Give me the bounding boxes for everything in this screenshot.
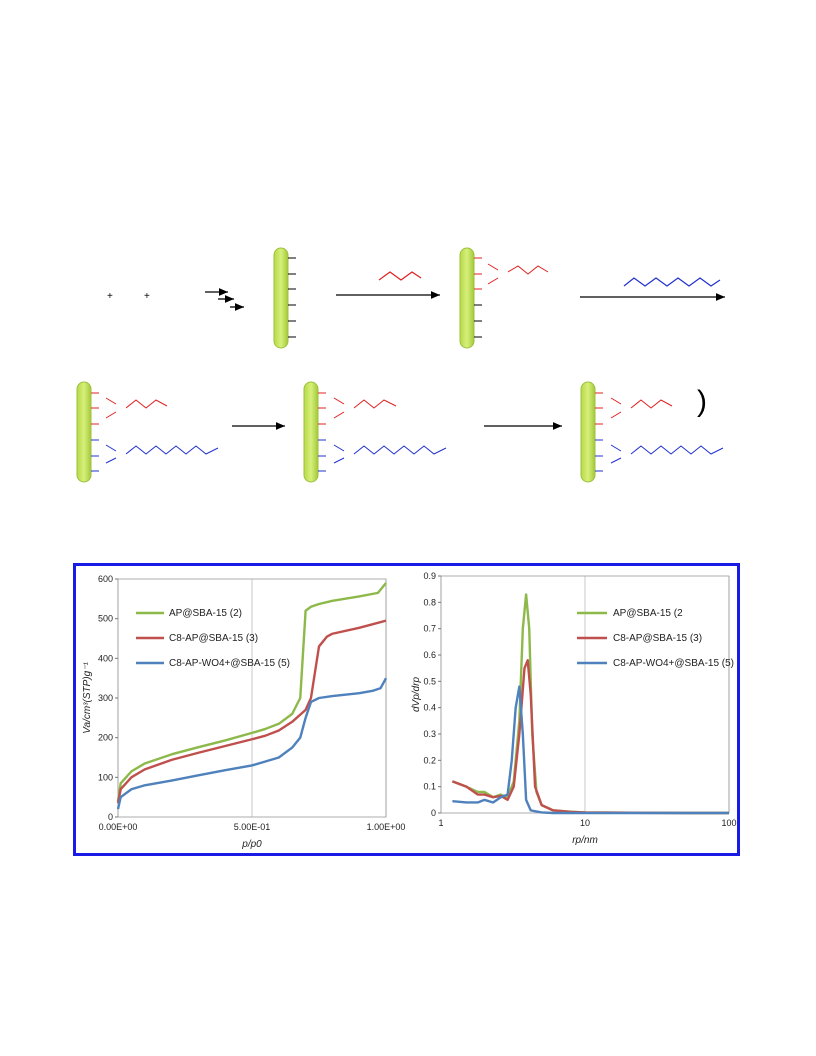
series-line: [451, 659, 729, 815]
x-tick-label: 0.00E+00: [99, 822, 138, 832]
series-line: [116, 677, 388, 810]
figure-frame: 0 100 200 300 400 500 600 0.00E+00 5.00E-01 1.00E…: [73, 563, 740, 856]
plus-sign: +: [107, 291, 113, 302]
y-tick-label: 0.8: [423, 597, 436, 607]
x-tick-label: 5.00E-01: [234, 822, 271, 832]
y-tick-label: 300: [98, 693, 113, 703]
y-tick-label: 0.5: [423, 676, 436, 686]
sba15-rod: [273, 247, 296, 349]
y-tick-label: 100: [98, 772, 113, 782]
isotherm-chart: 0 100 200 300 400 500 600 0.00E+00 5.00E-01 1.00E…: [82, 574, 406, 850]
y-tick-label: 0.6: [423, 650, 436, 660]
sba15-rod: [580, 381, 724, 483]
sba15-rod: [76, 381, 219, 483]
legend-label: C8-AP@SBA-15 (3): [169, 633, 258, 644]
y-tick-label: 0.4: [423, 703, 436, 713]
x-tick-label: 1: [438, 818, 443, 828]
synthesis-scheme: [76, 247, 725, 483]
x-tick-label: 1.00E+00: [367, 822, 406, 832]
series-line: [451, 593, 729, 815]
legend-label: AP@SBA-15 (2: [613, 608, 683, 619]
sba15-rod: [303, 381, 447, 483]
x-axis-label: rp/nm: [572, 835, 598, 846]
legend-label: AP@SBA-15 (2): [169, 608, 242, 619]
y-tick-label: 0.3: [423, 729, 436, 739]
y-tick-label: 600: [98, 574, 113, 584]
octyl-chain: [623, 277, 721, 287]
plus-sign: +: [144, 291, 150, 302]
y-tick-label: 0.9: [423, 571, 436, 581]
sba15-rod: [459, 247, 549, 349]
close-paren: ): [697, 385, 707, 418]
legend-label: C8-AP@SBA-15 (3): [613, 633, 702, 644]
x-tick-label: 10: [580, 818, 590, 828]
y-tick-label: 200: [98, 733, 113, 743]
legend-label: C8-AP-WO4+@SBA-15 (5): [613, 658, 734, 669]
y-tick-label: 0: [108, 812, 113, 822]
butyl-chain: [378, 271, 422, 281]
y-tick-label: 0.2: [423, 755, 436, 765]
y-tick-label: 0: [431, 808, 436, 818]
y-tick-label: 0.7: [423, 624, 436, 634]
y-tick-label: 400: [98, 653, 113, 663]
legend-label: C8-AP-WO4+@SBA-15 (5): [169, 658, 290, 669]
series-line: [116, 619, 387, 804]
y-tick-label: 500: [98, 614, 113, 624]
y-axis-label: Va/cm³(STP)g⁻¹: [82, 662, 93, 734]
y-tick-label: 0.1: [423, 782, 436, 792]
y-axis-label: dVp/drp: [411, 677, 422, 712]
series-line: [116, 582, 387, 802]
pore-size-chart: 0 0.1 0.2 0.3 0.4 0.5 0.6 0.7 0.8 0.9 1 10 100 AP@SBA…: [411, 571, 737, 846]
x-tick-label: 100: [721, 818, 736, 828]
series-line: [452, 685, 729, 815]
x-axis-label: p/p0: [241, 839, 262, 850]
